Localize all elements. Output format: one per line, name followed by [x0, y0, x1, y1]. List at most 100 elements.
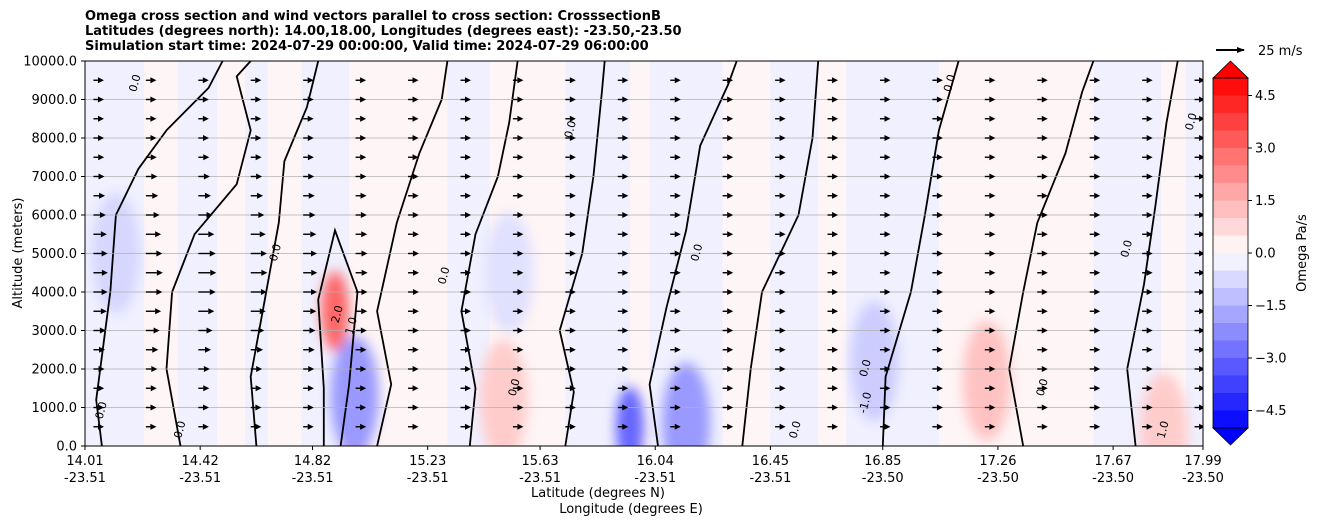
wind-vector-head — [1199, 346, 1203, 353]
wind-vector-head — [1094, 192, 1101, 199]
wind-vector-head — [307, 96, 314, 103]
wind-vector — [1194, 269, 1203, 276]
wind-vector-head — [98, 366, 105, 372]
y-axis-label: Altitude (meters) — [11, 198, 26, 309]
wind-vector-head — [255, 115, 262, 122]
wind-vector-head — [779, 346, 786, 353]
wind-vector-head — [255, 404, 262, 411]
wind-vector-head — [1094, 173, 1101, 180]
colorbar-segment — [1213, 288, 1248, 306]
wind-vector — [670, 346, 681, 353]
wind-vector — [460, 404, 471, 411]
wind-vector-head — [1146, 346, 1153, 353]
wind-vector — [879, 289, 891, 295]
wind-vector-head — [727, 366, 734, 372]
wind-vector — [355, 192, 367, 199]
wind-vector — [250, 346, 264, 353]
wind-vector-head — [412, 77, 419, 84]
wind-vector — [408, 154, 419, 161]
wind-vector-head — [202, 77, 209, 84]
wind-vector-head — [779, 96, 786, 103]
wind-vector — [198, 154, 210, 161]
wind-vector-head — [517, 250, 524, 257]
wind-vector-head — [779, 212, 786, 218]
wind-vector-head — [884, 154, 891, 161]
wind-vector — [984, 327, 996, 334]
wind-vector-head — [622, 423, 629, 430]
wind-vector-head — [884, 212, 891, 218]
wind-vector-head — [1199, 423, 1203, 430]
wind-vector — [670, 366, 681, 372]
wind-vector-head — [203, 154, 210, 161]
wind-vector-head — [100, 308, 107, 315]
omega-region — [321, 271, 350, 352]
wind-vector-head — [727, 423, 734, 430]
wind-vector — [512, 212, 524, 218]
wind-vector-head — [622, 269, 629, 276]
wind-vector — [565, 250, 576, 257]
wind-vector-head — [465, 231, 472, 238]
y-tick-label: 1000.0 — [32, 401, 78, 416]
wind-vector — [565, 289, 576, 295]
wind-vector-head — [1146, 366, 1153, 372]
wind-vector — [565, 212, 576, 218]
wind-vector — [145, 289, 163, 295]
wind-vector-head — [360, 366, 367, 372]
x-tick-label-latitude: 17.99 — [1184, 454, 1221, 469]
wind-vector — [1142, 212, 1153, 218]
contour-label: 0.0 — [688, 242, 705, 262]
wind-vector — [827, 404, 839, 411]
wind-vector — [408, 212, 419, 218]
wind-vector-head — [1094, 77, 1101, 84]
wind-vector — [355, 404, 367, 411]
wind-vector — [198, 96, 209, 103]
wind-vector-head — [98, 135, 105, 141]
wind-vector — [617, 327, 629, 334]
wind-vector-head — [517, 115, 524, 122]
y-tick-label: 2000.0 — [32, 363, 78, 378]
wind-vector-head — [361, 269, 368, 276]
wind-vector-head — [1146, 192, 1153, 199]
wind-vector — [512, 346, 524, 353]
wind-vector — [617, 96, 629, 103]
plot-area: 0.00.00.00.01.02.00.00.00.00.00.00.00.00… — [85, 61, 1203, 446]
wind-vector — [408, 96, 419, 103]
wind-vector — [670, 269, 681, 276]
wind-vector — [303, 308, 317, 315]
wind-vector-head — [308, 346, 315, 353]
wind-vector — [879, 173, 891, 180]
x-tick-label-longitude: -23.51 — [407, 471, 449, 486]
wind-vector-head — [1199, 154, 1203, 161]
wind-vector — [1142, 115, 1153, 122]
wind-vector — [408, 327, 419, 334]
wind-vector — [879, 192, 891, 199]
wind-vector-head — [307, 154, 314, 161]
wind-vector — [879, 423, 891, 430]
wind-vector — [565, 96, 576, 103]
wind-vector — [460, 115, 471, 122]
wind-vector-head — [779, 173, 786, 180]
wind-vector — [879, 366, 891, 372]
wind-vector — [722, 269, 734, 276]
x-tick-label-longitude: -23.51 — [292, 471, 334, 486]
wind-vector — [1037, 404, 1048, 411]
wind-vector — [198, 135, 209, 141]
wind-vector-head — [464, 366, 471, 372]
wind-vector-head — [1199, 192, 1203, 199]
wind-vector-head — [622, 289, 629, 295]
wind-vector-head — [151, 173, 158, 180]
wind-vector-head — [989, 327, 996, 334]
wind-vector — [303, 135, 314, 141]
wind-vector-head — [1199, 96, 1203, 103]
wind-vector-head — [989, 423, 996, 430]
wind-vector — [565, 154, 576, 161]
wind-vector-head — [412, 269, 419, 276]
wind-vector — [827, 135, 839, 141]
wind-vector — [512, 192, 524, 199]
colorbar-segment — [1213, 183, 1248, 201]
wind-vector-head — [1146, 77, 1153, 84]
wind-vector — [145, 231, 162, 238]
wind-vector-head — [569, 346, 576, 353]
colorbar-max-extension — [1212, 60, 1249, 79]
y-tick-label: 4000.0 — [32, 286, 78, 301]
